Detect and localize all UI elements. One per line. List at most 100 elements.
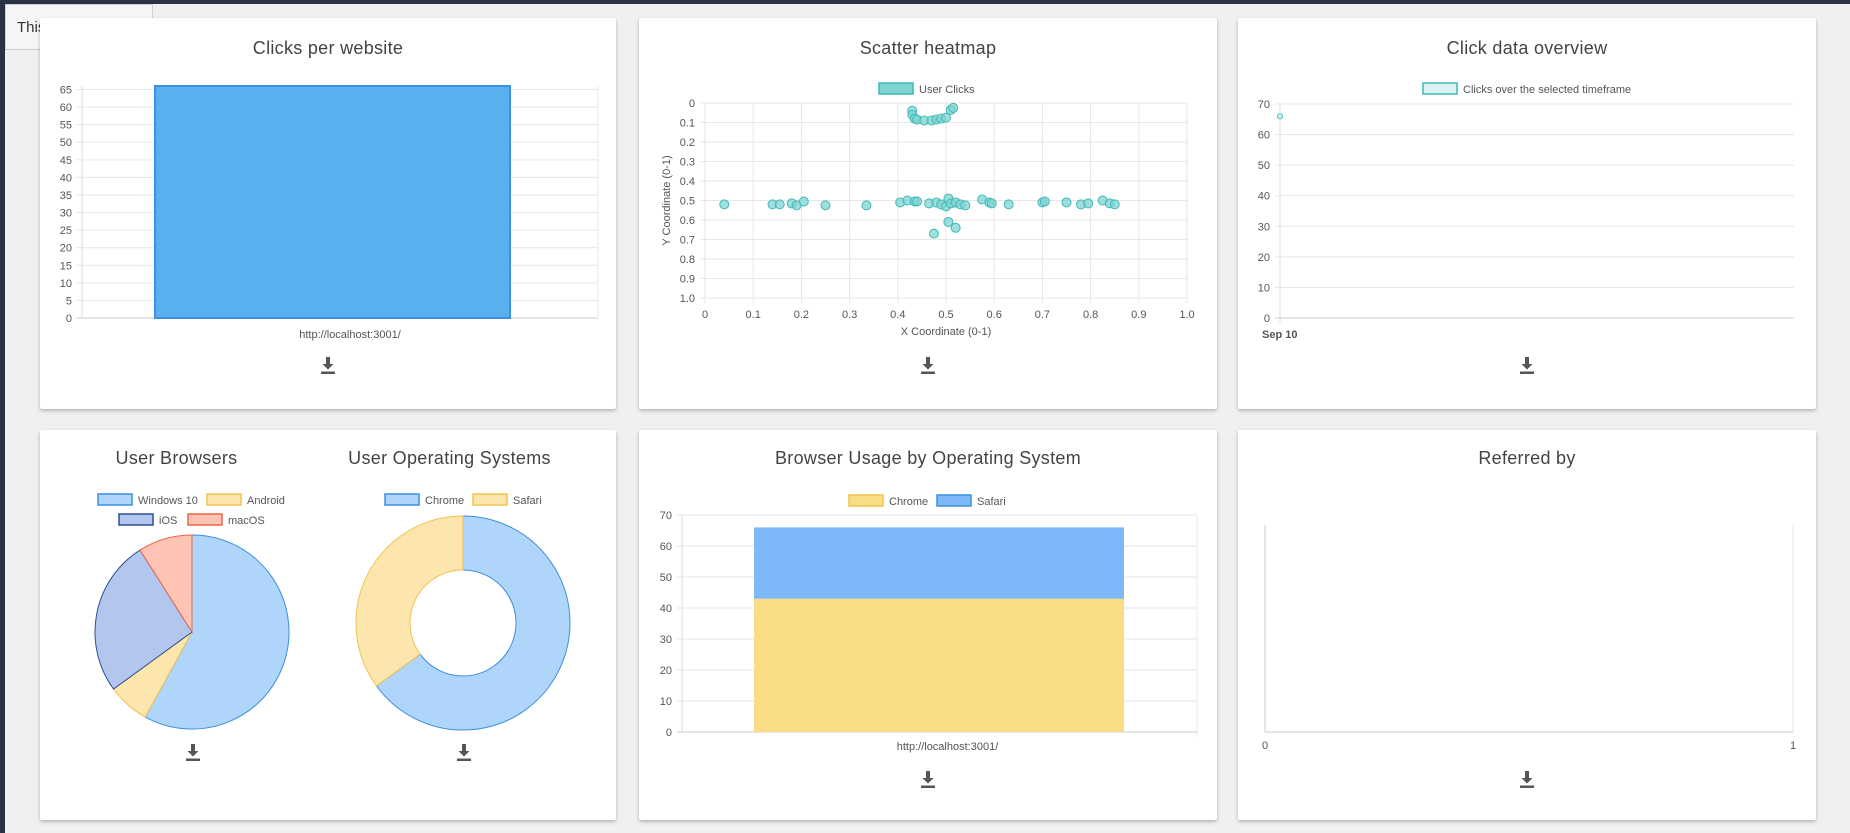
legend-clicks-timeframe-swatch [1422,82,1458,95]
browsers-os-card: User Browsers User Operating Systems Win… [40,430,616,820]
download-icon[interactable] [1519,357,1535,375]
y-tick-label: 0.4 [680,176,695,188]
download-icon[interactable] [920,357,936,375]
legend-chrome-swatch [848,494,884,507]
y-tick-label: 30 [660,634,672,646]
legend-macos-swatch [187,513,223,526]
legend-safari-label: Safari [513,495,542,507]
legend-android-swatch [206,493,242,506]
x-tick-label: 0.7 [1035,309,1050,321]
legend-user-clicks-swatch [878,82,914,95]
y-tick-label: 0 [666,727,672,739]
x-tick-label: 0.4 [890,309,905,321]
scatter-point [1039,196,1050,207]
y-tick-label: 0 [689,98,695,110]
legend-macos-label: macOS [228,515,265,527]
x-tick-label: 0.9 [1131,309,1146,321]
y-tick-label: 65 [60,85,72,97]
y-tick-label: 60 [1258,130,1270,142]
y-tick-label: 0.3 [680,157,695,169]
scatter-point [1061,197,1072,208]
legend-chrome-label: Chrome [425,495,464,507]
clicks-per-website-chart: 0 5 10 15 20 25 30 35 40 45 50 55 60 65 http://localho… [60,85,599,341]
legend-windows10-swatch [97,493,133,506]
scatter-point [1083,198,1094,209]
scatter-point [986,198,997,209]
browser-usage-card: Browser Usage by Operating System Chrome… [639,430,1217,820]
bar [154,85,511,319]
y-tick-label: 70 [660,510,672,522]
scatter-heatmap-title: Scatter heatmap [859,38,997,58]
doughnut-slice-safari [355,515,464,687]
y-tick-label: 0.6 [680,215,695,227]
y-tick-label: 50 [1258,160,1270,172]
y-tick-label: 60 [60,102,72,114]
download-icon[interactable] [185,744,201,762]
y-tick-label: 45 [60,155,72,167]
y-tick-label: 30 [60,208,72,220]
scatter-heatmap-chart: User Clicks 0 0.1 0.2 0.3 0.4 0.5 0.6 0.7 0.8 0.9 1… [661,82,1195,338]
scatter-point [820,200,831,211]
y-tick-label: 40 [660,603,672,615]
x-tick-label: 1.0 [1179,309,1194,321]
y-tick-label: 0 [1264,313,1270,325]
y-axis-title: Y Coordinate (0-1) [661,155,673,245]
x-tick-label: 0 [1262,740,1268,752]
y-tick-label: 40 [1258,191,1270,203]
bar-segment-safari [754,527,1124,599]
scatter-point [941,112,951,123]
y-tick-label: 10 [60,278,72,290]
click-overview-card: Click data overview Clicks over the sele… [1238,18,1816,409]
download-icon[interactable] [456,744,472,762]
x-tick-label: 0.5 [938,309,953,321]
y-tick-label: 5 [66,295,72,307]
legend-ios-label: iOS [159,515,177,527]
download-icon[interactable] [920,771,936,789]
left-border [0,0,5,833]
y-tick-label: 50 [60,137,72,149]
download-icon[interactable] [320,357,336,375]
y-tick-label: 10 [660,696,672,708]
legend-safari-swatch [472,493,508,506]
browser-usage-chart: Chrome Safari 0 10 20 30 40 50 60 70 http://localh… [660,494,1198,753]
referred-by-title: Referred by [1478,448,1576,468]
top-border [0,0,1850,4]
legend-clicks-timeframe-label: Clicks over the selected timeframe [1463,84,1631,96]
doughnut-slice-chrome [375,515,571,731]
legend-safari-swatch [936,494,972,507]
scatter-heatmap-card: Scatter heatmap User Clicks 0 0.1 0.2 0.3 0.4… [639,18,1217,409]
pie-slice-windows-10 [144,534,290,730]
x-axis-title: X Coordinate (0-1) [901,326,992,338]
legend-safari-label: Safari [977,496,1006,508]
y-tick-label: 40 [60,172,72,184]
y-tick-label: 20 [60,243,72,255]
y-tick-label: 20 [1258,252,1270,264]
scatter-point [948,102,959,113]
click-overview-chart: Clicks over the selected timeframe 0 10 20 3… [1258,82,1794,341]
y-tick-label: 55 [60,120,72,132]
x-tick-label: 0.6 [987,309,1002,321]
scatter-point [943,216,954,227]
scatter-point [950,222,961,233]
clicks-per-website-card: Clicks per website 0 5 10 15 20 25 30 35 40 45 50 5… [40,18,616,409]
scatter-point [1003,199,1014,210]
scatter-point [798,196,809,207]
y-tick-label: 0.1 [680,118,695,130]
y-tick-label: 0.8 [680,254,695,266]
user-browsers-title: User Browsers [115,448,238,468]
legend-android-label: Android [247,495,285,507]
user-os-title: User Operating Systems [348,448,551,468]
x-tick-label: http://localhost:3001/ [299,329,401,341]
pie-slice-ios [94,549,193,690]
scatter-point [774,199,785,210]
legend-chrome-swatch [384,493,420,506]
x-tick-label: http://localhost:3001/ [897,741,999,753]
scatter-point [1109,199,1120,210]
download-icon[interactable] [1519,771,1535,789]
y-tick-label: 30 [1258,221,1270,233]
scatter-point [960,200,971,211]
bar-segment-chrome [754,598,1124,732]
x-tick-label: Sep 10 [1262,329,1297,341]
